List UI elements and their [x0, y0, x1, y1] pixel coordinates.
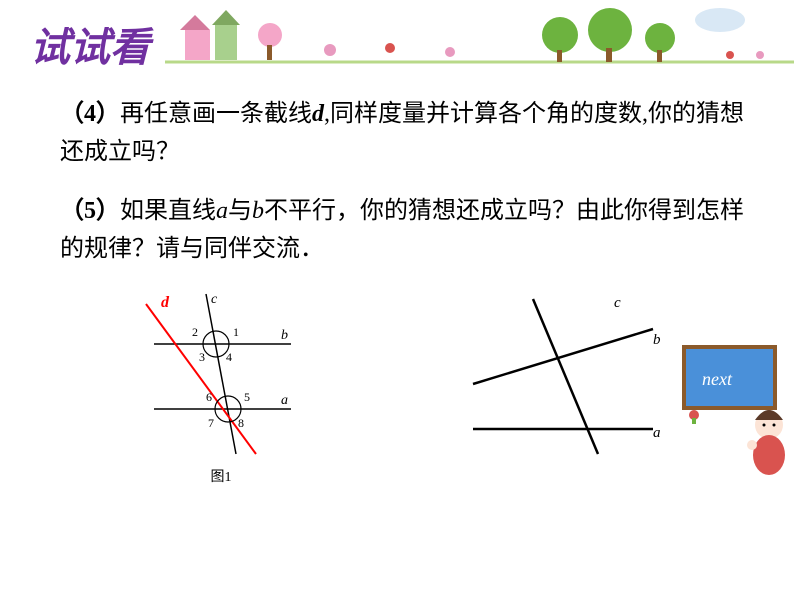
diagram-1: d c b a 1 2 3 4: [136, 289, 306, 486]
q5-text-b: 与: [228, 198, 252, 224]
diagram1-caption: 图1: [136, 466, 306, 486]
question-4: （4）再任意画一条截线d,同样度量并计算各个角的度数,你的猜想还成立吗？: [60, 95, 744, 172]
diagram2-svg: c b a: [458, 289, 668, 459]
svg-text:b: b: [281, 328, 288, 343]
q5-text-a: 如果直线: [120, 198, 216, 224]
question-5: （5）如果直线a与b不平行，你的猜想还成立吗？由此你得到怎样的规律？请与同伴交流…: [60, 192, 744, 269]
svg-text:2: 2: [192, 325, 198, 339]
svg-text:5: 5: [244, 390, 250, 404]
svg-text:b: b: [653, 332, 661, 348]
q5-num: （5）: [60, 198, 120, 224]
svg-text:4: 4: [226, 350, 232, 364]
diagram-2: c b a: [458, 289, 668, 486]
q5-var-b: b: [252, 198, 264, 224]
svg-text:3: 3: [199, 350, 205, 364]
svg-text:a: a: [281, 393, 288, 408]
q4-text-a: 再任意画一条截线: [120, 101, 312, 127]
svg-text:c: c: [614, 295, 621, 311]
diagram1-label-d: d: [161, 294, 169, 312]
svg-text:next: next: [702, 369, 733, 389]
q4-var-d: d: [312, 101, 324, 127]
page-title: 试试看: [30, 15, 150, 73]
header: 试试看: [0, 0, 794, 80]
svg-text:a: a: [653, 425, 661, 441]
svg-text:c: c: [211, 292, 218, 307]
svg-text:8: 8: [238, 416, 244, 430]
diagrams-row: d c b a 1 2 3 4: [60, 289, 744, 486]
svg-text:6: 6: [206, 390, 212, 404]
svg-text:7: 7: [208, 416, 214, 430]
diagram1-svg: c b a 1 2 3 4 5 6 7 8: [136, 289, 306, 459]
right-decoration: next: [664, 330, 794, 480]
q4-num: （4）: [60, 101, 120, 127]
svg-text:1: 1: [233, 325, 239, 339]
q5-var-a: a: [216, 198, 228, 224]
